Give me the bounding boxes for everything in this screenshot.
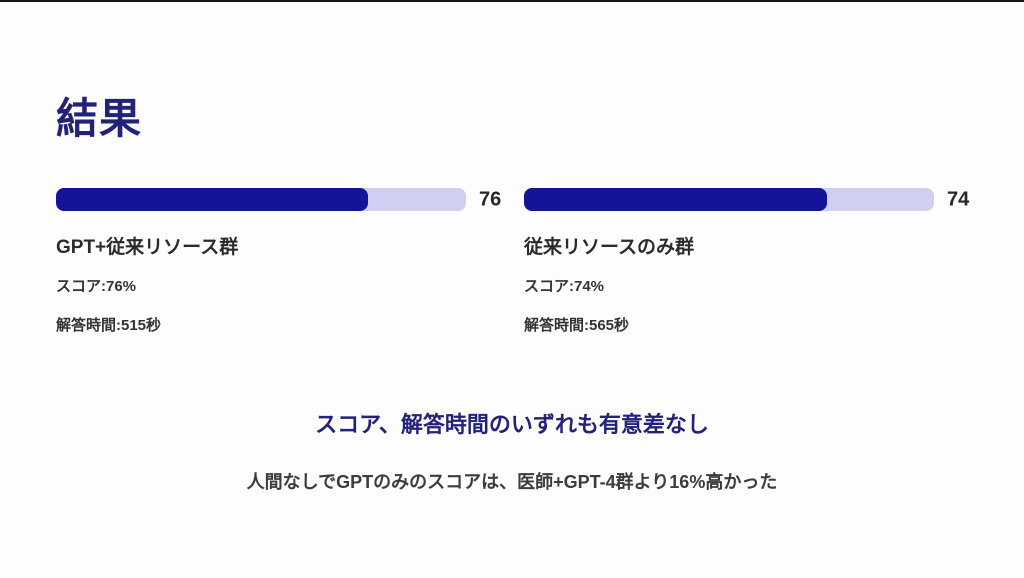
score-bar-row: 76 (56, 188, 501, 212)
score-text: スコア:76% (56, 278, 137, 296)
score-bar-value: 76 (479, 188, 502, 211)
group-name: 従来リソースのみ群 (524, 237, 695, 259)
results-slide: 結果 76 GPT+従来リソース群 スコア:76% 解答時間:515秒 74 従… (0, 95, 1024, 493)
group-name: GPT+従来リソース群 (56, 237, 239, 259)
result-columns: 76 GPT+従来リソース群 スコア:76% 解答時間:515秒 74 従来リソ… (0, 188, 1024, 335)
group-gpt-plus-conventional: 76 GPT+従来リソース群 スコア:76% 解答時間:515秒 (56, 188, 501, 335)
score-bar-track (56, 188, 466, 212)
group-conventional-only: 74 従来リソースのみ群 スコア:74% 解答時間:565秒 (524, 188, 969, 335)
window-top-edge (0, 0, 1024, 2)
page-title: 結果 (56, 95, 143, 142)
score-bar-fill (524, 188, 828, 212)
conclusion-text: スコア、解答時間のいずれも有意差なし (315, 412, 709, 438)
answer-time-text: 解答時間:565秒 (524, 317, 630, 335)
note-text: 人間なしでGPTのみのスコアは、医師+GPT-4群より16%高かった (246, 472, 778, 493)
score-bar-fill (56, 188, 368, 212)
score-bar-value: 74 (947, 188, 970, 211)
score-text: スコア:74% (524, 278, 605, 296)
score-bar-row: 74 (524, 188, 969, 212)
score-bar-track (524, 188, 934, 212)
answer-time-text: 解答時間:515秒 (56, 317, 162, 335)
